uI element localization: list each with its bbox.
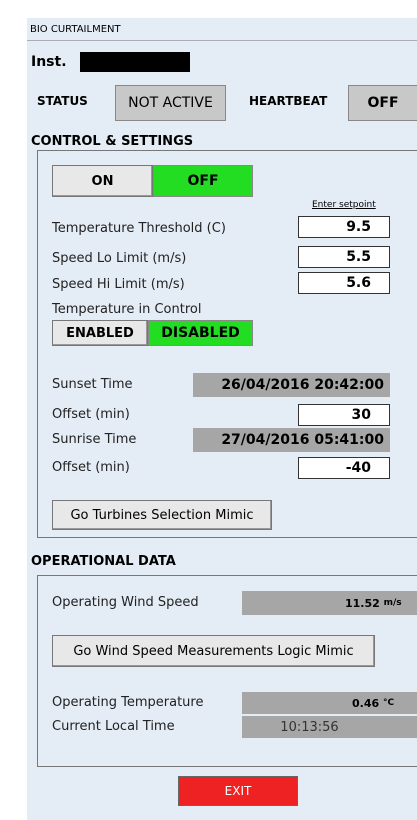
- enter-setpoint: Enter setpoint: [312, 200, 376, 210]
- status-value: NOT ACTIVE: [115, 85, 226, 121]
- temp-control-label: Temperature in Control: [52, 302, 202, 317]
- heartbeat-label: HEARTBEAT: [249, 94, 328, 108]
- status-label: STATUS: [37, 94, 88, 108]
- sunset-offset-input[interactable]: 30: [298, 404, 390, 426]
- operational-panel: [37, 575, 417, 767]
- sunrise-value: 27/04/2016 05:41:00: [193, 428, 390, 452]
- temp-value: 0.46: [352, 696, 380, 710]
- off-button[interactable]: OFF: [153, 165, 253, 197]
- setting-label: Temperature Threshold (C): [52, 221, 226, 236]
- sunrise-offset-input[interactable]: -40: [298, 457, 390, 479]
- time-value: 10:13:56: [242, 716, 417, 738]
- operational-title: OPERATIONAL DATA: [31, 554, 176, 569]
- wind-unit: m/s: [383, 598, 402, 608]
- inst-label: Inst.: [31, 54, 67, 70]
- window-title: BIO CURTAILMENT: [30, 24, 121, 35]
- setting-label: Speed Lo Limit (m/s): [52, 251, 187, 266]
- inst-redacted: [80, 52, 190, 72]
- sunset-offset-label: Offset (min): [52, 407, 130, 422]
- wind-label: Operating Wind Speed: [52, 595, 199, 610]
- enabled-button[interactable]: ENABLED: [52, 320, 148, 346]
- setting-input[interactable]: 5.5: [298, 246, 390, 268]
- temp-unit: °C: [382, 698, 395, 708]
- disabled-button[interactable]: DISABLED: [148, 320, 253, 346]
- time-label: Current Local Time: [52, 719, 175, 734]
- setting-input[interactable]: 5.6: [298, 272, 390, 294]
- window: BIO CURTAILMENT Inst. STATUS NOT ACTIVE …: [27, 18, 417, 820]
- sunset-label: Sunset Time: [52, 377, 133, 392]
- sunrise-offset-label: Offset (min): [52, 460, 130, 475]
- temp-label: Operating Temperature: [52, 695, 204, 710]
- on-button[interactable]: ON: [52, 165, 153, 197]
- heartbeat-value: OFF: [348, 85, 417, 121]
- control-title: CONTROL & SETTINGS: [31, 134, 194, 149]
- setting-input[interactable]: 9.5: [298, 216, 390, 238]
- exit-button[interactable]: EXIT: [178, 776, 298, 806]
- sunrise-label: Sunrise Time: [52, 432, 137, 447]
- sunset-value: 26/04/2016 20:42:00: [193, 373, 390, 397]
- wind-value: 11.52: [345, 596, 380, 610]
- setting-label: Speed Hi Limit (m/s): [52, 277, 185, 292]
- turbines-button[interactable]: Go Turbines Selection Mimic: [52, 500, 272, 530]
- wind-button[interactable]: Go Wind Speed Measurements Logic Mimic: [52, 635, 375, 667]
- control-panel: [37, 150, 417, 538]
